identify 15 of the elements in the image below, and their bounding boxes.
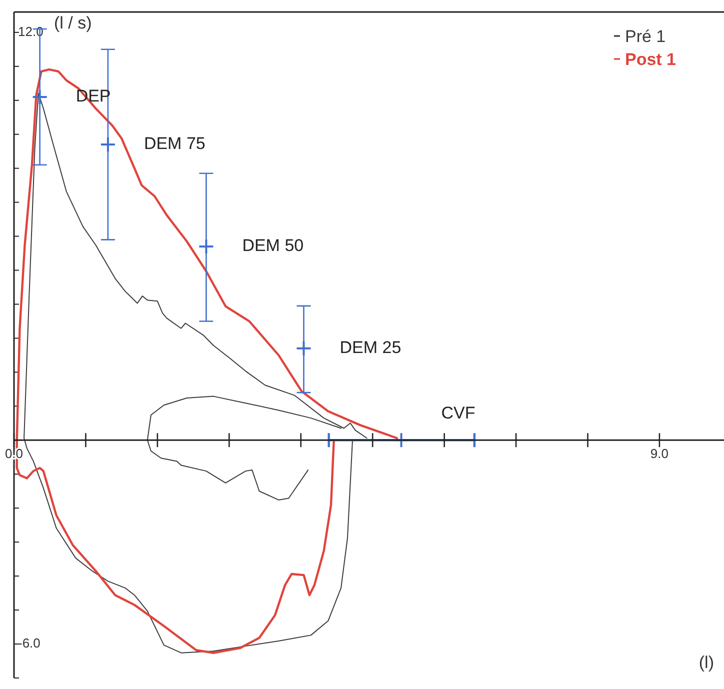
legend-label: Post 1 [625,50,676,69]
y-tick-label: -6.0 [18,635,40,650]
x-axis-title: (l) [698,653,714,672]
y-axis-title: (l / s) [54,13,92,32]
point [32,88,48,105]
point [100,136,116,153]
point [393,432,410,448]
point [198,238,214,254]
annotation: DEM 75 [144,134,206,154]
x-tick-label: 9.0 [650,446,668,462]
annotation: DEM 25 [340,338,402,357]
annotation: DEM 50 [242,236,304,255]
legend-label: Pré 1 [625,27,666,46]
point [296,340,312,356]
annotation: CVF [441,404,476,423]
